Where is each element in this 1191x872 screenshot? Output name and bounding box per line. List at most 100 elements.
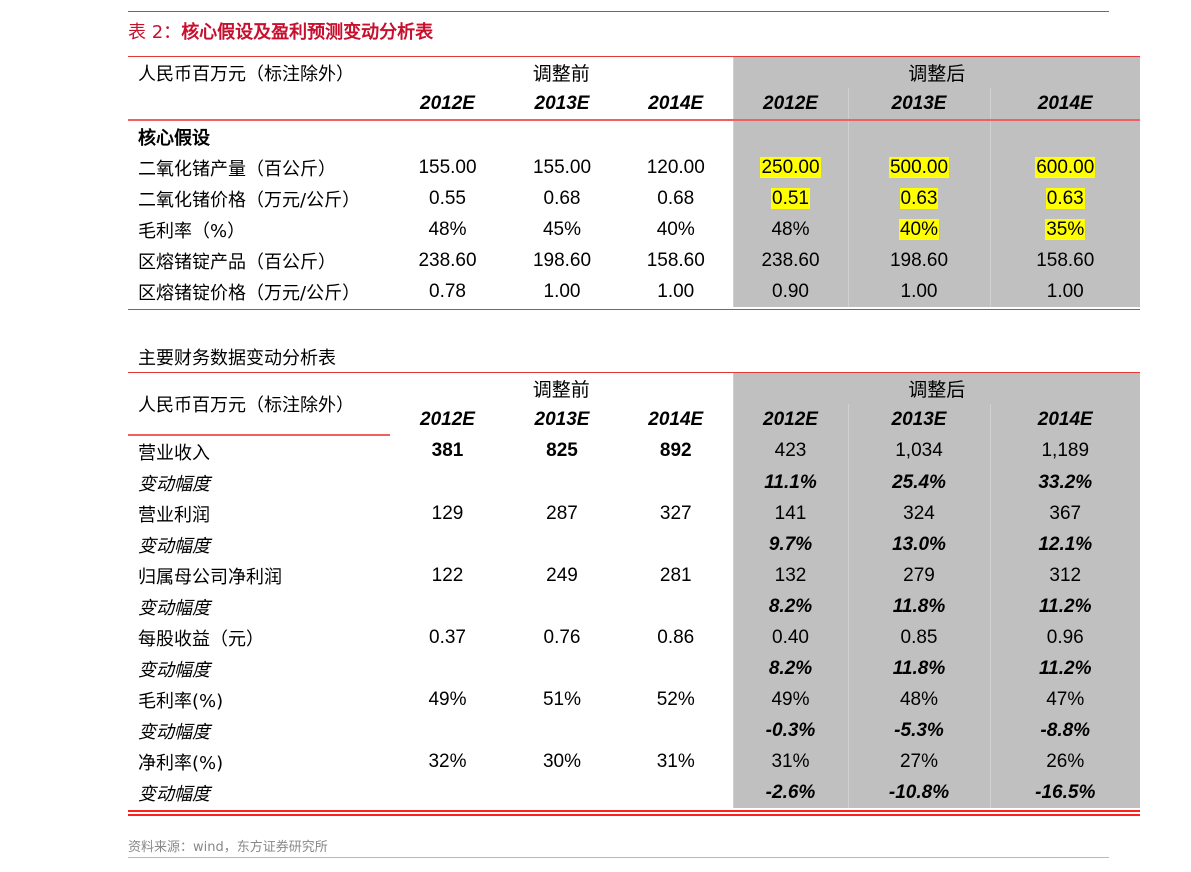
after-value: 40% <box>847 214 990 245</box>
after-value: 11.8% <box>847 591 990 622</box>
after-value: -8.8% <box>989 715 1140 746</box>
row-label: 归属母公司净利润 <box>138 566 282 588</box>
before-value: 249 <box>546 564 578 586</box>
after-value: 47% <box>989 684 1140 715</box>
highlighted-value: 600.00 <box>1035 156 1096 178</box>
before-value: 1.00 <box>543 280 581 302</box>
table-row: 营业利润 129 287 327 141 324 367 <box>128 498 1140 529</box>
before-value <box>619 591 733 622</box>
table-row: 归属母公司净利润 122 249 281 132 279 312 <box>128 560 1140 591</box>
after-value: 158.60 <box>989 245 1140 276</box>
before-value: 327 <box>659 502 692 524</box>
row-label: 二氧化锗价格（万元/公斤） <box>138 189 361 211</box>
financial-data-table: 人民币百万元（标注除外） 调整前 调整后 2012E 2013E 2014E 2… <box>128 373 1140 808</box>
footer-rule <box>128 857 1109 858</box>
before-value: 120.00 <box>646 156 705 178</box>
table2-top-rule <box>128 372 1140 373</box>
after-value: 9.7% <box>732 529 848 560</box>
row-label: 区熔锗锭产品（百公斤） <box>138 251 336 273</box>
after-value: 35% <box>989 214 1140 245</box>
after-value: 1.00 <box>989 276 1140 307</box>
row-label: 变动幅度 <box>138 597 210 619</box>
year-header: 2012E <box>420 92 475 114</box>
after-value: 49% <box>732 684 848 715</box>
before-header: 调整前 <box>532 380 590 401</box>
after-value: 11.1% <box>732 467 848 498</box>
before-value: 122 <box>431 564 464 586</box>
after-value: 0.63 <box>989 183 1140 214</box>
table-row: 净利率(%) 32% 30% 31% 31% 27% 26% <box>128 746 1140 777</box>
table-row: 每股收益（元） 0.37 0.76 0.86 0.40 0.85 0.96 <box>128 622 1140 653</box>
after-value: 1,034 <box>847 435 990 467</box>
empty-cell <box>128 88 390 120</box>
table-row: 变动幅度 8.2% 11.8% 11.2% <box>128 591 1140 622</box>
core-assumptions-table: 人民币百万元（标注除外） 调整前 调整后 2012E 2013E 2014E 2… <box>128 57 1140 307</box>
highlighted-value: 500.00 <box>888 156 950 178</box>
row-label: 变动幅度 <box>138 473 210 495</box>
before-value <box>505 529 619 560</box>
year-row: 2012E 2013E 2014E 2012E 2013E 2014E <box>128 404 1140 435</box>
table-row: 变动幅度 11.1% 25.4% 33.2% <box>128 467 1140 498</box>
section-row: 核心假设 <box>128 120 1140 152</box>
after-value: 25.4% <box>847 467 990 498</box>
before-value: 287 <box>546 502 578 524</box>
before-value: 198.60 <box>532 249 592 271</box>
before-value: 155.00 <box>418 156 477 178</box>
after-value: 500.00 <box>847 152 990 183</box>
after-value: 238.60 <box>732 245 848 276</box>
table-row: 二氧化锗价格（万元/公斤） 0.55 0.68 0.68 0.51 0.63 0.63 <box>128 183 1140 214</box>
after-value: 367 <box>989 498 1140 529</box>
table-row: 毛利率(%) 49% 51% 52% 49% 48% 47% <box>128 684 1140 715</box>
after-value: 8.2% <box>732 653 848 684</box>
before-value: 825 <box>546 440 578 461</box>
before-value <box>390 467 505 498</box>
before-value: 49% <box>428 688 467 710</box>
after-value: 33.2% <box>989 467 1140 498</box>
header-row: 人民币百万元（标注除外） 调整前 调整后 <box>128 57 1140 88</box>
before-value: 281 <box>659 564 692 586</box>
before-value: 52% <box>656 688 695 710</box>
unit-label: 人民币百万元（标注除外） <box>128 373 390 436</box>
table-number: 表 2： <box>128 22 182 43</box>
after-value: 8.2% <box>732 591 848 622</box>
unit-label: 人民币百万元（标注除外） <box>138 63 354 85</box>
before-value: 48% <box>428 218 467 240</box>
table2-bottom-rule <box>128 810 1140 812</box>
after-value: 198.60 <box>847 245 990 276</box>
row-label: 变动幅度 <box>138 535 210 557</box>
after-header: 调整后 <box>732 57 1140 88</box>
before-value: 0.68 <box>657 187 695 209</box>
year-header: 2013E <box>534 408 590 430</box>
header-row: 人民币百万元（标注除外） 调整前 调整后 <box>128 373 1140 436</box>
after-value: 279 <box>847 560 990 591</box>
after-value: 1.00 <box>847 276 990 307</box>
before-value <box>390 591 505 622</box>
table-row: 变动幅度 9.7% 13.0% 12.1% <box>128 529 1140 560</box>
year-header: 2014E <box>989 404 1140 435</box>
highlighted-value: 40% <box>898 218 940 240</box>
row-label: 毛利率（%） <box>138 220 246 242</box>
before-value: 0.76 <box>543 626 581 648</box>
after-value: -10.8% <box>847 777 990 808</box>
year-header: 2012E <box>420 408 475 430</box>
after-value: 141 <box>732 498 848 529</box>
before-value: 381 <box>431 440 464 461</box>
before-value <box>390 715 505 746</box>
before-value <box>619 467 733 498</box>
row-label: 二氧化锗产量（百公斤） <box>138 158 336 180</box>
before-value <box>619 529 733 560</box>
table-row: 变动幅度 -0.3% -5.3% -8.8% <box>128 715 1140 746</box>
before-value: 0.86 <box>657 626 695 648</box>
before-value <box>505 591 619 622</box>
table2-bottom-rule-2 <box>128 814 1140 816</box>
after-value: 0.63 <box>847 183 990 214</box>
highlighted-value: 0.51 <box>771 187 810 209</box>
after-value: 312 <box>989 560 1140 591</box>
before-value: 1.00 <box>657 280 695 302</box>
after-header: 调整后 <box>732 373 1140 404</box>
table-row: 二氧化锗产量（百公斤） 155.00 155.00 120.00 250.00 500.0… <box>128 152 1140 183</box>
table-row: 变动幅度 -2.6% -10.8% -16.5% <box>128 777 1140 808</box>
highlighted-value: 0.63 <box>1045 187 1085 209</box>
source-note: 资料来源：wind，东方证券研究所 <box>128 840 328 855</box>
highlighted-value: 250.00 <box>760 156 821 178</box>
